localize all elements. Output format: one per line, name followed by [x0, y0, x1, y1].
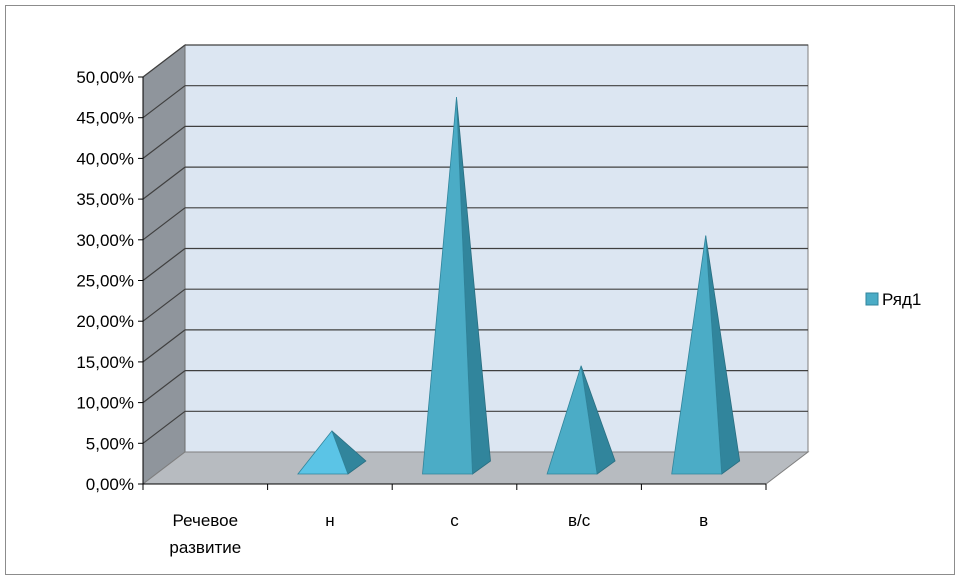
gridline-side [142, 248, 186, 281]
gridline-side [142, 370, 186, 404]
y-tick-label: 10,00% [76, 394, 134, 413]
y-tick-label: 25,00% [76, 272, 134, 291]
y-tick-label: 35,00% [76, 190, 134, 209]
gridline-side [142, 166, 186, 200]
y-tick-label: 45,00% [76, 109, 134, 128]
x-category-label: в [699, 511, 708, 530]
legend: Ряд1 [865, 290, 921, 309]
pyramid-bar [297, 430, 367, 475]
y-tick-label: 40,00% [76, 149, 134, 168]
y-tick-label: 30,00% [76, 231, 134, 250]
gridline-side [142, 44, 186, 78]
pyramids [297, 97, 741, 475]
gridline-side [142, 85, 186, 119]
pyramid-bar [671, 235, 741, 475]
gridline-side [142, 329, 186, 363]
gridline-side [142, 207, 186, 241]
x-category-label: развитие [169, 538, 241, 557]
legend-label: Ряд1 [882, 290, 921, 309]
x-category-label: Речевое [173, 511, 239, 530]
gridline-side [142, 410, 186, 444]
pyramid-front-face [671, 235, 723, 475]
x-category-labels: Речевое развитие н с в/с в [142, 484, 767, 557]
pyramid-front-face [546, 365, 598, 475]
y-tick-label: 5,00% [86, 434, 134, 453]
x-category-label: с [450, 511, 459, 530]
y-tick-label: 15,00% [76, 353, 134, 372]
pyramid-front-face [297, 430, 349, 475]
pyramid-bar [546, 365, 616, 475]
y-tick-label: 50,00% [76, 68, 134, 87]
pyramid-front-face [422, 97, 473, 475]
y-tick-label: 0,00% [86, 475, 134, 494]
y-tick-label: 20,00% [76, 312, 134, 331]
gridline-side [142, 125, 186, 159]
x-category-label: н [325, 511, 334, 530]
legend-swatch [865, 292, 879, 306]
pyramid-bar [422, 97, 491, 475]
y-tick-labels: 0,00% 5,00% 10,00% 15,00% 20,00% 25,00% 30,00%… [76, 68, 143, 494]
gridlines [142, 44, 808, 444]
gridline-side [142, 288, 186, 322]
x-category-label: в/с [568, 511, 591, 530]
